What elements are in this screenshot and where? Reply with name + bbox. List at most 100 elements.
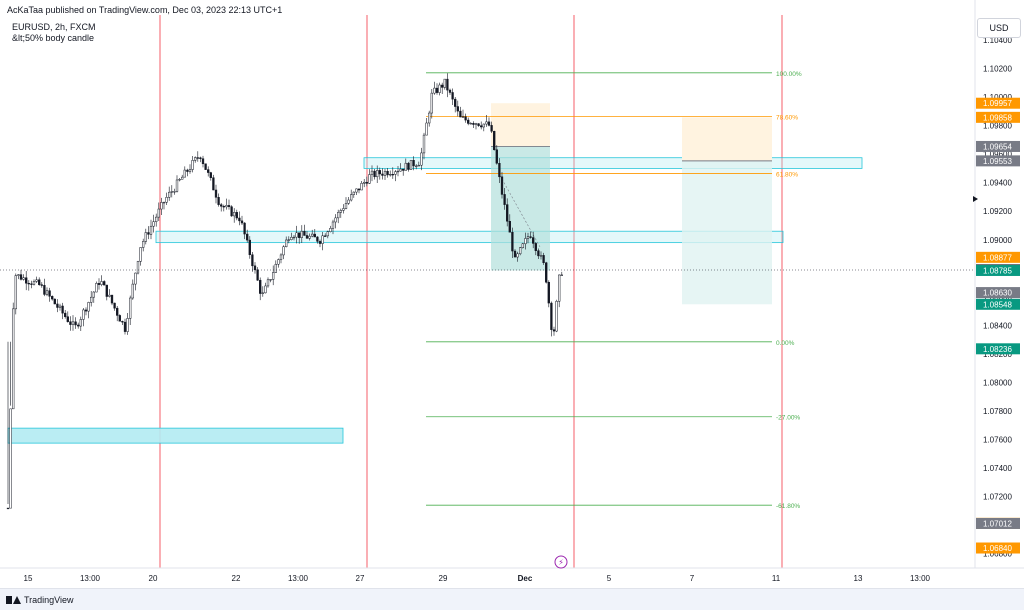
x-tick-label: 13	[854, 574, 863, 583]
candle	[56, 299, 59, 313]
candle	[524, 232, 527, 250]
y-tick-label: 1.06800	[983, 550, 1012, 559]
tradingview-logo[interactable]: TradingView	[6, 595, 74, 605]
candle	[526, 232, 530, 244]
candle	[521, 242, 524, 249]
short-position-stop-area	[491, 103, 550, 147]
candle	[365, 176, 368, 187]
candle	[417, 161, 420, 167]
y-tick-label: 1.07400	[983, 464, 1012, 473]
candle	[175, 175, 179, 193]
candle	[188, 164, 192, 174]
candle	[282, 245, 285, 260]
candle	[186, 168, 189, 177]
candle	[428, 110, 431, 127]
candle	[324, 233, 327, 237]
candle	[131, 279, 134, 300]
y-tick-label: 1.08000	[983, 378, 1012, 387]
y-tick-label: 1.09800	[983, 122, 1012, 131]
y-tick-label: 1.08400	[983, 321, 1012, 330]
candle	[12, 302, 15, 410]
candle	[344, 197, 348, 210]
candle	[386, 168, 389, 178]
candle	[233, 208, 236, 223]
candle	[454, 97, 457, 113]
candle	[32, 279, 36, 286]
candle	[394, 169, 397, 182]
candle	[279, 253, 283, 264]
candle	[503, 187, 506, 210]
candle	[337, 209, 340, 224]
candle	[342, 204, 345, 214]
indicator-line: &lt;50% body candle	[12, 33, 95, 43]
candle	[243, 222, 246, 240]
chart-legend: EURUSD, 2h, FXCM &lt;50% body candle	[12, 22, 96, 44]
upper-zone	[363, 157, 863, 169]
candle	[480, 121, 483, 130]
candle	[464, 113, 467, 123]
candle	[446, 73, 449, 98]
candle	[95, 281, 98, 293]
svg-text:1.07012: 1.07012	[983, 519, 1012, 528]
fib-level-label: 78.60%	[776, 114, 798, 121]
candle	[321, 232, 324, 251]
x-tick-label: 22	[232, 574, 241, 583]
candle	[519, 247, 522, 256]
candle	[495, 145, 498, 165]
tradingview-logo-icon	[6, 596, 21, 604]
candle	[235, 209, 238, 221]
candle	[360, 180, 363, 191]
candle	[25, 271, 28, 291]
candle	[404, 158, 407, 171]
price-label: 1.09957	[976, 97, 1020, 109]
candle	[487, 117, 491, 127]
svg-text:1.08236: 1.08236	[983, 345, 1012, 354]
candle	[329, 225, 332, 233]
candle	[430, 88, 433, 119]
footer-bar: TradingView	[0, 588, 1024, 610]
price-axis	[975, 0, 1024, 568]
planned-position-stop-area	[682, 117, 772, 161]
candle	[92, 291, 95, 303]
y-tick-label: 1.10200	[983, 65, 1012, 74]
candle	[84, 307, 88, 316]
candle	[461, 109, 465, 118]
candle	[305, 231, 309, 239]
candle	[422, 132, 426, 160]
fib-level-label: -27.00%	[776, 415, 800, 422]
fib-level-label: -61.80%	[776, 503, 800, 510]
candle	[139, 247, 142, 266]
candle	[318, 239, 322, 248]
candle	[469, 122, 472, 125]
candle	[285, 236, 288, 248]
candle	[399, 163, 402, 172]
price-chart[interactable]: 100.00% 78.60% 61.80% 0.00% -27.00% -61.80% 1…	[0, 0, 1024, 588]
candle	[493, 130, 496, 151]
y-tick-label: 1.07800	[983, 407, 1012, 416]
candle	[542, 252, 545, 265]
currency-button[interactable]: USD	[977, 18, 1021, 38]
candle	[415, 164, 418, 170]
y-tick-label: 1.10000	[983, 93, 1012, 102]
candle	[30, 280, 33, 289]
candle	[256, 267, 259, 281]
candle	[308, 233, 311, 241]
candle	[402, 168, 405, 176]
candle	[238, 211, 241, 226]
candle	[178, 178, 181, 182]
candle	[103, 280, 106, 286]
y-tick-label: 1.09000	[983, 236, 1012, 245]
candle	[547, 280, 550, 308]
event-icon[interactable]: ⚡	[554, 555, 568, 569]
x-tick-label: 13:00	[910, 574, 931, 583]
candle	[209, 171, 212, 181]
y-tick-label: 1.09200	[983, 207, 1012, 216]
candle	[560, 271, 563, 276]
svg-text:1.09957: 1.09957	[983, 99, 1012, 108]
candle	[149, 219, 153, 240]
candle	[261, 286, 264, 297]
candle	[64, 309, 67, 319]
candle	[40, 282, 43, 288]
candle	[183, 166, 186, 178]
x-tick-label: 5	[607, 574, 612, 583]
